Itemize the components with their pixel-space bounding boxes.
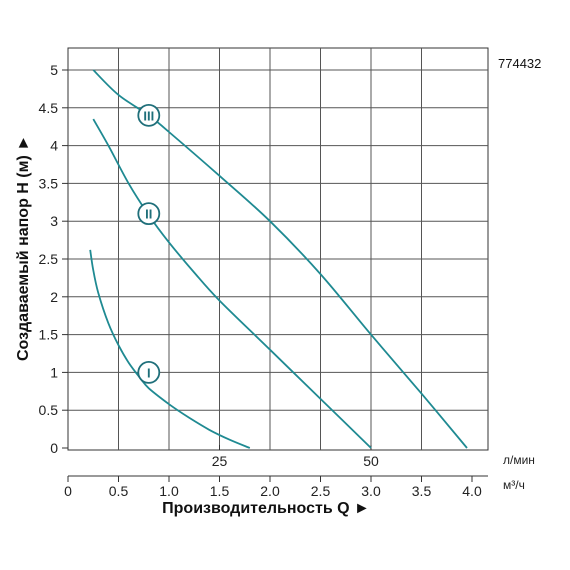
secondary-x-unit: л/мин bbox=[503, 453, 535, 467]
x-tick-label: 2.0 bbox=[260, 483, 280, 499]
secondary-x-axis: 25 50 bbox=[212, 445, 379, 469]
x-tick-label: 0 bbox=[64, 483, 72, 499]
x-tick-label: 2.5 bbox=[311, 483, 331, 499]
y-tick-label: 2.5 bbox=[39, 251, 59, 267]
curve-III bbox=[92, 69, 468, 449]
secondary-x-tick-label: 25 bbox=[212, 453, 228, 469]
curve-marker-label-I: I bbox=[147, 365, 151, 380]
y-tick-label: 1 bbox=[50, 364, 58, 380]
x-axis: 0 0.5 1.0 1.5 2.0 2.5 3.0 3.5 4.0 bbox=[64, 475, 488, 499]
y-axis-title: Создаваемый напор H (м) ► bbox=[15, 135, 32, 361]
x-tick-label: 3.0 bbox=[361, 483, 381, 499]
y-tick-label: 3.5 bbox=[39, 175, 59, 191]
y-tick-label: 0.5 bbox=[39, 402, 59, 418]
curve-marker-II bbox=[137, 202, 161, 226]
model-code: 774432 bbox=[498, 56, 541, 71]
curve-marker-I bbox=[137, 360, 161, 384]
secondary-x-tick-label: 50 bbox=[363, 453, 379, 469]
x-tick-label: 3.5 bbox=[412, 483, 432, 499]
curve-marker-label-III: III bbox=[143, 108, 154, 123]
y-tick-label: 5 bbox=[50, 62, 58, 78]
x-tick-label: 1.0 bbox=[159, 483, 179, 499]
y-tick-label: 0 bbox=[50, 440, 58, 456]
y-axis-ticks: 0 0.5 1 1.5 2 2.5 3 3.5 4 4.5 5 bbox=[39, 62, 68, 456]
x-tick-label: 1.5 bbox=[210, 483, 230, 499]
x-axis-title: Производительность Q ► bbox=[162, 500, 370, 517]
curve-marker-III bbox=[137, 103, 161, 127]
x-tick-label: 0.5 bbox=[109, 483, 129, 499]
primary-x-unit: м³/ч bbox=[503, 478, 525, 492]
y-tick-label: 4.5 bbox=[39, 100, 59, 116]
y-tick-label: 1.5 bbox=[39, 327, 59, 343]
x-tick-label: 4.0 bbox=[462, 483, 482, 499]
y-tick-label: 4 bbox=[50, 138, 58, 154]
curve-marker-label-II: II bbox=[145, 207, 152, 222]
curve-II bbox=[92, 118, 372, 449]
y-tick-label: 2 bbox=[50, 289, 58, 305]
y-tick-label: 3 bbox=[50, 213, 58, 229]
